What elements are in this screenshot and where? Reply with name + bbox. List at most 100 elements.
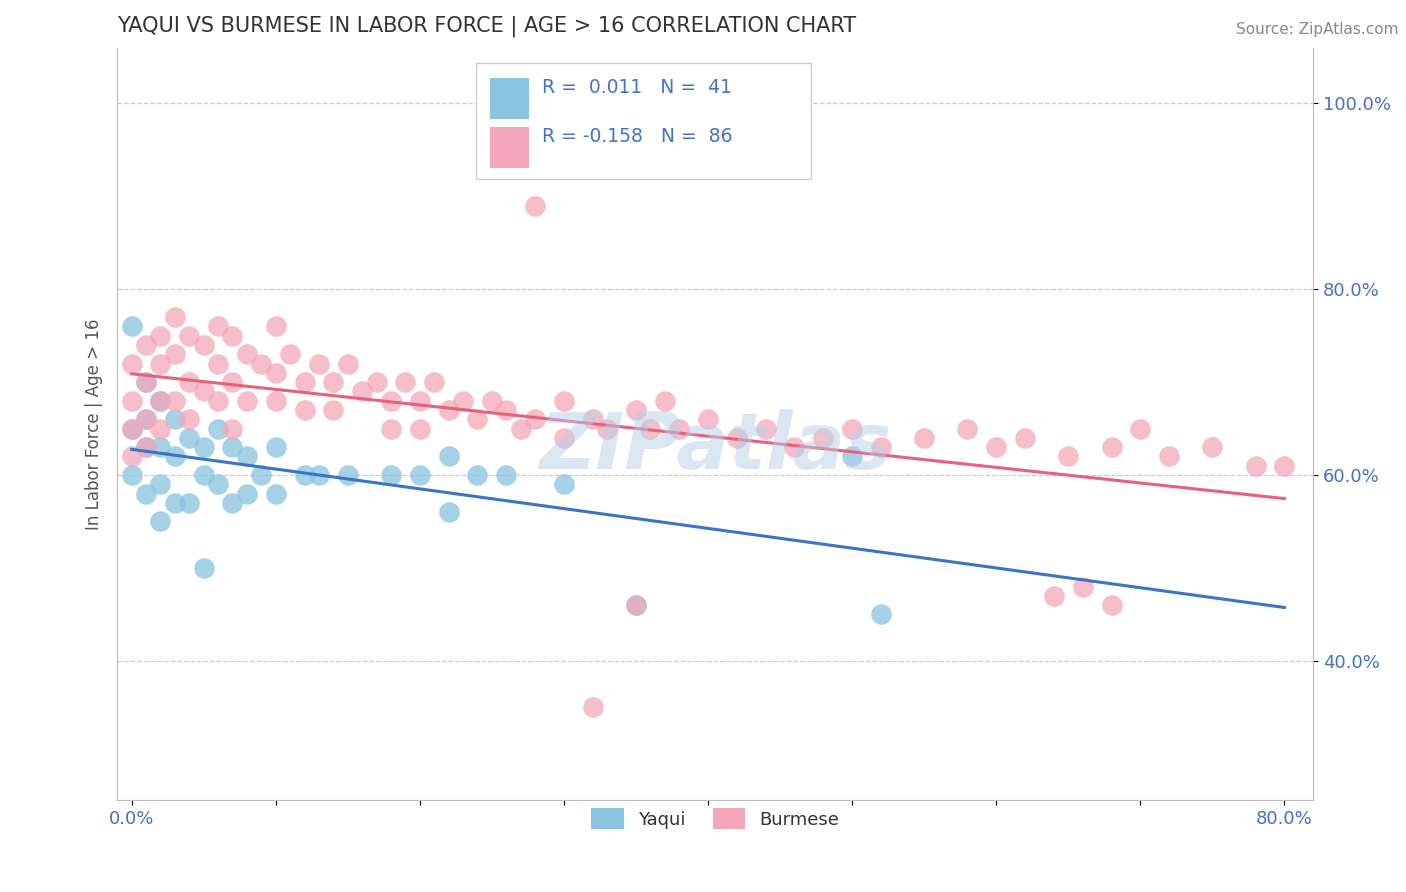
Point [409, 468, 432, 483]
Point [149, 440, 172, 454]
Point [135, 412, 157, 426]
Point [207, 421, 229, 435]
Point [352, 384, 374, 399]
Point [163, 347, 186, 361]
Point [221, 440, 243, 454]
Y-axis label: In Labor Force | Age > 16: In Labor Force | Age > 16 [86, 318, 103, 530]
Point [624, 598, 647, 612]
Point [193, 338, 215, 352]
Point [467, 412, 489, 426]
Point [437, 450, 460, 464]
Point [236, 393, 259, 408]
Point [149, 328, 172, 343]
Point [121, 450, 143, 464]
Point [841, 450, 863, 464]
Point [813, 431, 835, 445]
Point [308, 357, 330, 371]
Point [236, 450, 259, 464]
Point [294, 403, 316, 417]
Point [135, 375, 157, 389]
Point [207, 393, 229, 408]
Point [409, 421, 432, 435]
Point [221, 375, 243, 389]
Point [207, 477, 229, 491]
Text: Source: ZipAtlas.com: Source: ZipAtlas.com [1236, 22, 1399, 37]
Point [193, 468, 215, 483]
Point [236, 486, 259, 500]
Point [250, 468, 273, 483]
Point [135, 412, 157, 426]
Point [481, 393, 503, 408]
Point [1057, 450, 1080, 464]
Point [163, 310, 186, 324]
Point [264, 319, 287, 334]
Point [163, 496, 186, 510]
Point [524, 412, 547, 426]
Point [380, 468, 402, 483]
Point [394, 375, 416, 389]
Point [1201, 440, 1223, 454]
Point [423, 375, 446, 389]
Point [264, 486, 287, 500]
Point [149, 393, 172, 408]
Point [149, 357, 172, 371]
Point [163, 412, 186, 426]
Point [870, 440, 893, 454]
Point [193, 561, 215, 575]
Point [912, 431, 935, 445]
Text: YAQUI VS BURMESE IN LABOR FORCE | AGE > 16 CORRELATION CHART: YAQUI VS BURMESE IN LABOR FORCE | AGE > … [117, 15, 856, 37]
Point [654, 393, 676, 408]
Point [294, 468, 316, 483]
Point [509, 421, 531, 435]
Point [336, 357, 359, 371]
Point [451, 393, 474, 408]
Point [264, 393, 287, 408]
Point [236, 347, 259, 361]
Point [135, 375, 157, 389]
Point [149, 393, 172, 408]
Point [380, 393, 402, 408]
Point [553, 431, 575, 445]
Point [179, 375, 201, 389]
Point [135, 338, 157, 352]
Point [1071, 580, 1094, 594]
Point [221, 496, 243, 510]
Point [1129, 421, 1152, 435]
Point [725, 431, 748, 445]
Point [553, 393, 575, 408]
FancyBboxPatch shape [477, 62, 811, 179]
Point [149, 515, 172, 529]
Point [783, 440, 806, 454]
Point [841, 421, 863, 435]
Point [495, 403, 517, 417]
Point [1101, 440, 1123, 454]
Point [1043, 589, 1066, 603]
Point [1274, 458, 1296, 473]
Point [1014, 431, 1036, 445]
Point [437, 505, 460, 519]
Point [250, 357, 273, 371]
Point [221, 328, 243, 343]
Point [221, 421, 243, 435]
Point [179, 431, 201, 445]
Point [121, 319, 143, 334]
FancyBboxPatch shape [491, 127, 529, 168]
Point [135, 440, 157, 454]
Text: ZIPatlas: ZIPatlas [538, 409, 891, 484]
Point [336, 468, 359, 483]
Point [1159, 450, 1181, 464]
Point [467, 468, 489, 483]
Point [409, 393, 432, 408]
Point [264, 440, 287, 454]
Point [1101, 598, 1123, 612]
Point [495, 468, 517, 483]
Point [870, 607, 893, 622]
Point [179, 328, 201, 343]
Point [207, 357, 229, 371]
Point [956, 421, 979, 435]
Point [308, 468, 330, 483]
Point [121, 421, 143, 435]
Point [380, 421, 402, 435]
Point [553, 477, 575, 491]
Point [322, 403, 344, 417]
